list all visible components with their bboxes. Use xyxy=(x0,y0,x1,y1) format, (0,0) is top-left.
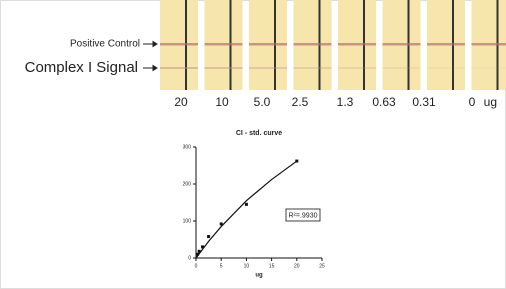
x-tick-label: 20 xyxy=(294,263,300,269)
x-tick-label: 0 xyxy=(195,263,198,269)
concentration-label: 10 xyxy=(215,95,229,109)
annotation: R²=.9930 xyxy=(289,212,318,219)
complex-signal-label: Complex I Signal xyxy=(25,59,138,76)
signal-band xyxy=(472,67,506,69)
control-band xyxy=(249,43,287,46)
x-tick-label: 15 xyxy=(269,263,275,269)
concentration-label: 5.0 xyxy=(254,95,271,109)
x-tick-label: 25 xyxy=(319,263,325,269)
control-band xyxy=(383,43,421,46)
control-band xyxy=(294,43,332,46)
concentration-label: 0.31 xyxy=(412,95,436,109)
data-point xyxy=(245,203,248,206)
chart-title: CI - std. curve xyxy=(236,130,282,137)
concentration-label: 0.63 xyxy=(372,95,396,109)
concentration-label: 20 xyxy=(174,95,188,109)
positive-control-label: Positive Control xyxy=(70,39,140,50)
signal-band xyxy=(383,67,421,69)
signal-band xyxy=(249,67,287,69)
concentration-label: 1.3 xyxy=(337,95,354,109)
figure: Positive Control Complex I Signal ug CI … xyxy=(0,0,506,289)
control-band xyxy=(338,43,376,46)
data-point xyxy=(207,235,210,238)
signal-band xyxy=(205,67,243,69)
y-tick-label: 0 xyxy=(188,255,191,261)
control-band xyxy=(427,43,465,46)
y-tick-label: 300 xyxy=(183,144,192,150)
x-tick-label: 5 xyxy=(220,263,223,269)
y-tick-label: 100 xyxy=(183,218,192,224)
unit-label: ug xyxy=(484,95,497,109)
concentration-label: 0 xyxy=(469,95,476,109)
control-band xyxy=(160,43,198,46)
signal-band xyxy=(427,67,465,69)
control-band xyxy=(205,43,243,46)
signal-band xyxy=(294,67,332,69)
signal-band xyxy=(160,67,198,69)
y-tick-label: 200 xyxy=(183,181,192,187)
control-band xyxy=(472,43,506,46)
x-tick-label: 10 xyxy=(244,263,250,269)
signal-band xyxy=(338,67,376,69)
concentration-label: 2.5 xyxy=(292,95,309,109)
x-axis-label: ug xyxy=(255,273,263,279)
